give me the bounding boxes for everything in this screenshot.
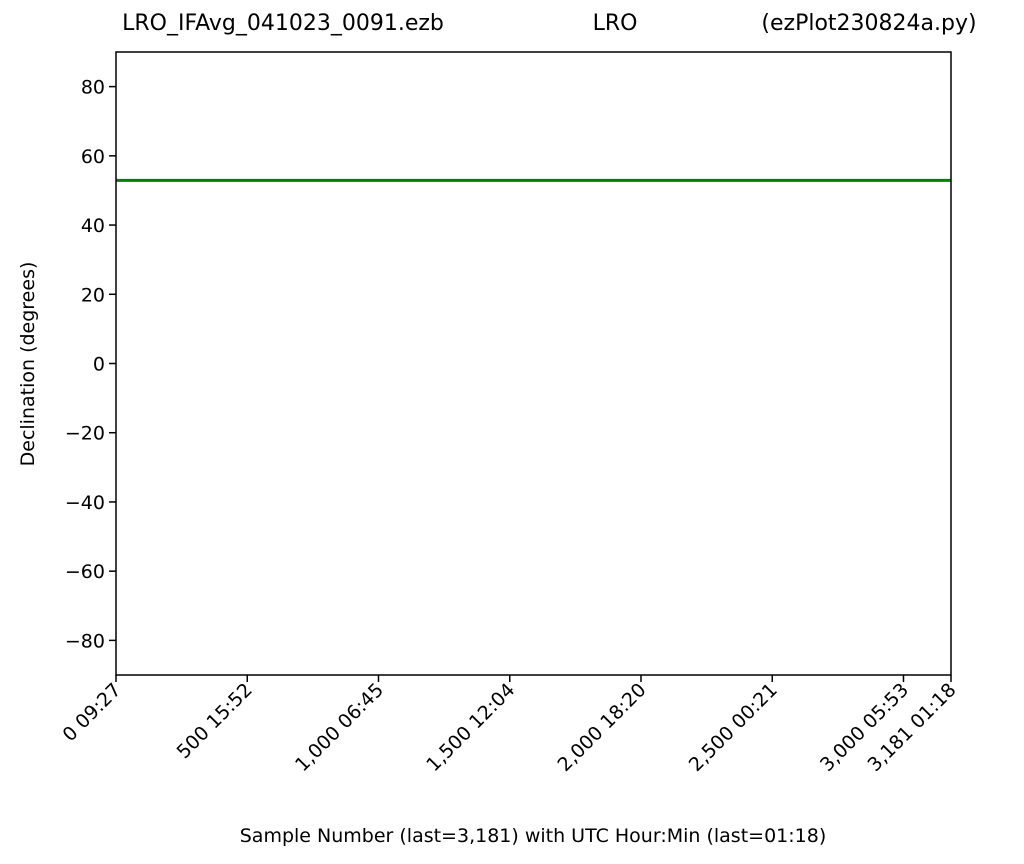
chart-title: LRO_IFAvg_041023_0091.ezb [122,11,444,36]
plot-frame [115,51,952,676]
y-tick-label: 60 [81,146,105,168]
chart-title: (ezPlot230824a.py) [761,11,976,36]
y-tick-label: −60 [65,561,105,583]
chart-title: LRO [593,11,638,36]
x-tick-label: 0 09:27 [58,679,125,746]
x-tick-label: 2,500 00:21 [685,679,782,776]
y-tick-label: −80 [65,630,105,652]
y-tick-label: 40 [81,215,105,237]
x-tick-label: 1,000 06:45 [291,679,388,776]
y-tick-label: 0 [93,354,105,376]
y-tick-label: 80 [81,77,105,99]
x-tick-label: 500 15:52 [173,679,257,763]
y-tick-label: 20 [81,284,105,306]
y-tick-label: −20 [65,423,105,445]
x-tick-label: 1,500 12:04 [422,679,519,776]
y-axis-label: Declination (degrees) [17,262,39,467]
y-tick-label: −40 [65,492,105,514]
x-axis-label: Sample Number (last=3,181) with UTC Hour… [240,825,827,847]
x-tick-label: 2,000 18:20 [554,679,651,776]
